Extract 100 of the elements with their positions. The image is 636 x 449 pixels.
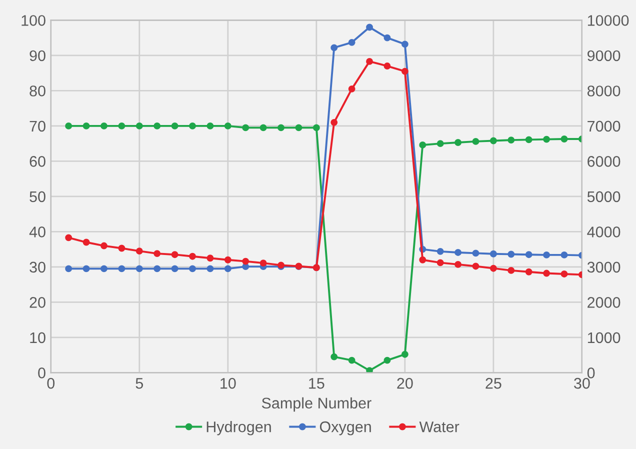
point — [136, 248, 143, 255]
point — [560, 251, 568, 258]
point — [366, 58, 373, 65]
point — [419, 256, 426, 264]
x-tick-label: 20 — [397, 378, 413, 389]
point — [348, 85, 356, 92]
point — [118, 265, 126, 272]
point — [472, 138, 480, 145]
point — [242, 258, 250, 265]
point — [171, 251, 178, 258]
y2-tick-label: 9000 — [588, 50, 620, 62]
y-tick-label: 0 — [38, 368, 46, 378]
point — [100, 265, 108, 272]
point — [100, 242, 108, 250]
point — [525, 268, 532, 276]
point — [206, 254, 214, 262]
x-tick-label: 15 — [309, 378, 324, 389]
point — [490, 250, 497, 258]
y-tick-label: 50 — [30, 191, 46, 202]
point — [560, 270, 568, 278]
point — [65, 234, 72, 242]
point — [454, 260, 462, 268]
point — [525, 136, 532, 144]
point — [472, 250, 480, 257]
point — [366, 367, 373, 373]
point — [224, 265, 232, 272]
y2-tick-label: 5000 — [587, 191, 620, 202]
point — [384, 34, 391, 42]
point — [401, 68, 408, 75]
point — [490, 264, 497, 272]
y-tick-label: 30 — [30, 262, 46, 273]
point — [436, 248, 444, 255]
point — [366, 24, 373, 31]
legend-label: Hydrogen — [206, 421, 271, 436]
point — [384, 62, 391, 70]
y-tick-label: 90 — [30, 50, 46, 62]
point — [82, 238, 90, 246]
y-tick-label: 60 — [30, 156, 46, 167]
legend-label: Oxygen — [320, 421, 371, 436]
y2-tick-label: 6000 — [588, 156, 620, 167]
point — [82, 265, 90, 272]
point — [189, 252, 196, 260]
point — [154, 250, 161, 258]
point — [154, 122, 161, 130]
point — [490, 137, 497, 144]
point — [189, 265, 196, 272]
point — [543, 136, 550, 143]
point — [206, 122, 214, 130]
y2-tick-label: 10000 — [588, 15, 629, 26]
point — [154, 265, 161, 272]
point — [278, 124, 284, 132]
point — [401, 40, 408, 48]
y2-tick-label: 8000 — [587, 86, 620, 96]
x-tick-label: 25 — [486, 378, 502, 389]
point — [525, 251, 532, 258]
point — [82, 122, 90, 130]
x-tick-label: 0 — [47, 378, 55, 389]
point — [348, 356, 356, 364]
y-tick-label: 100 — [22, 15, 46, 26]
point — [171, 122, 178, 130]
legend-label: Water — [419, 422, 460, 432]
y2-tick-label: 2000 — [588, 297, 620, 308]
point — [118, 244, 126, 252]
point — [560, 136, 568, 142]
point — [100, 122, 108, 130]
point — [260, 124, 267, 132]
point — [543, 251, 550, 258]
x-axis-title: Sample Number — [262, 397, 372, 412]
point — [436, 259, 444, 266]
point — [454, 249, 462, 256]
point — [260, 260, 267, 267]
point — [508, 136, 515, 144]
point — [330, 44, 338, 52]
point — [65, 122, 72, 130]
point — [330, 118, 338, 126]
point — [295, 124, 302, 132]
point — [401, 350, 408, 358]
point — [206, 265, 214, 272]
point — [543, 270, 550, 277]
y-tick-label: 70 — [30, 120, 46, 132]
y-tick-label: 80 — [30, 86, 46, 96]
point — [436, 140, 444, 148]
point — [312, 124, 320, 132]
point — [242, 124, 250, 132]
point — [189, 122, 196, 130]
y-tick-label: 20 — [30, 297, 46, 308]
point — [348, 38, 356, 46]
y-tick-label: 10 — [30, 332, 46, 344]
y-tick-label: 40 — [29, 226, 46, 238]
point — [419, 142, 426, 148]
x-tick-label: 5 — [136, 378, 143, 389]
y2-tick-label: 7000 — [588, 120, 620, 132]
point — [65, 265, 72, 272]
point — [508, 266, 515, 274]
x-tick-label: 10 — [220, 378, 236, 389]
y2-tick-label: 4000 — [587, 226, 620, 238]
point — [384, 356, 391, 364]
point — [118, 122, 126, 130]
point — [454, 139, 462, 146]
point — [224, 256, 232, 264]
